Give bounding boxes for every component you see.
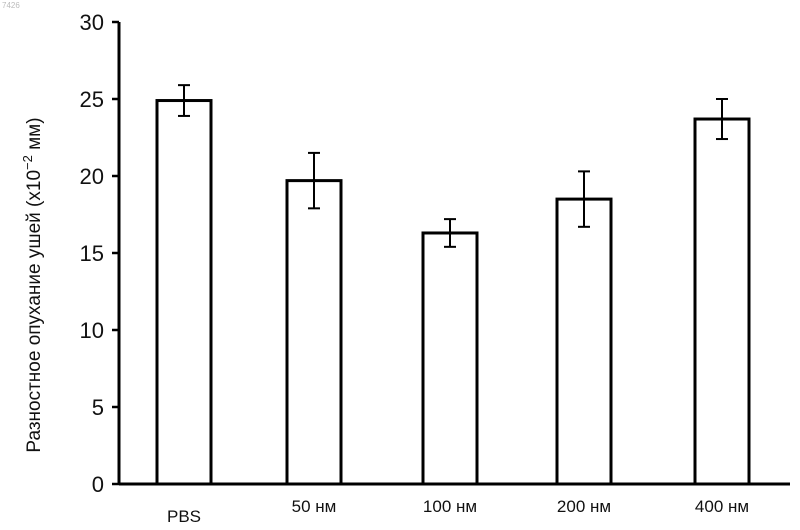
y-tick-label: 20 <box>80 164 104 189</box>
y-axis-label-main: Разностное опухание ушей (x10 <box>24 170 45 453</box>
bar <box>157 101 211 484</box>
y-tick-label: 30 <box>80 10 104 35</box>
y-axis-label-exponent: −2 <box>20 155 35 170</box>
y-axis: 0 5 10 15 20 25 30 <box>80 10 119 497</box>
y-axis-label-suffix: мм) <box>24 117 45 155</box>
error-bars <box>178 85 728 247</box>
corner-id: 7426 <box>2 1 20 10</box>
y-tick-label: 15 <box>80 241 104 266</box>
y-ticks: 0 5 10 15 20 25 30 <box>80 10 119 497</box>
category-label: 100 нм <box>423 497 477 516</box>
y-tick-label: 10 <box>80 318 104 343</box>
bar <box>287 181 341 484</box>
y-tick-label: 5 <box>92 395 104 420</box>
category-label: 400 нм <box>695 497 749 516</box>
category-label: PBS <box>167 507 201 526</box>
y-axis-label: Разностное опухание ушей (x10−2 мм) <box>20 117 45 452</box>
category-label: 200 нм <box>557 497 611 516</box>
category-label: 50 нм <box>292 497 337 516</box>
bar <box>695 119 749 484</box>
bars <box>157 101 749 484</box>
y-tick-label: 25 <box>80 87 104 112</box>
y-tick-label: 0 <box>92 472 104 497</box>
category-labels: PBS 50 нм 100 нм 200 нм 400 нм <box>167 497 749 526</box>
bar <box>423 233 477 484</box>
bar <box>557 199 611 484</box>
